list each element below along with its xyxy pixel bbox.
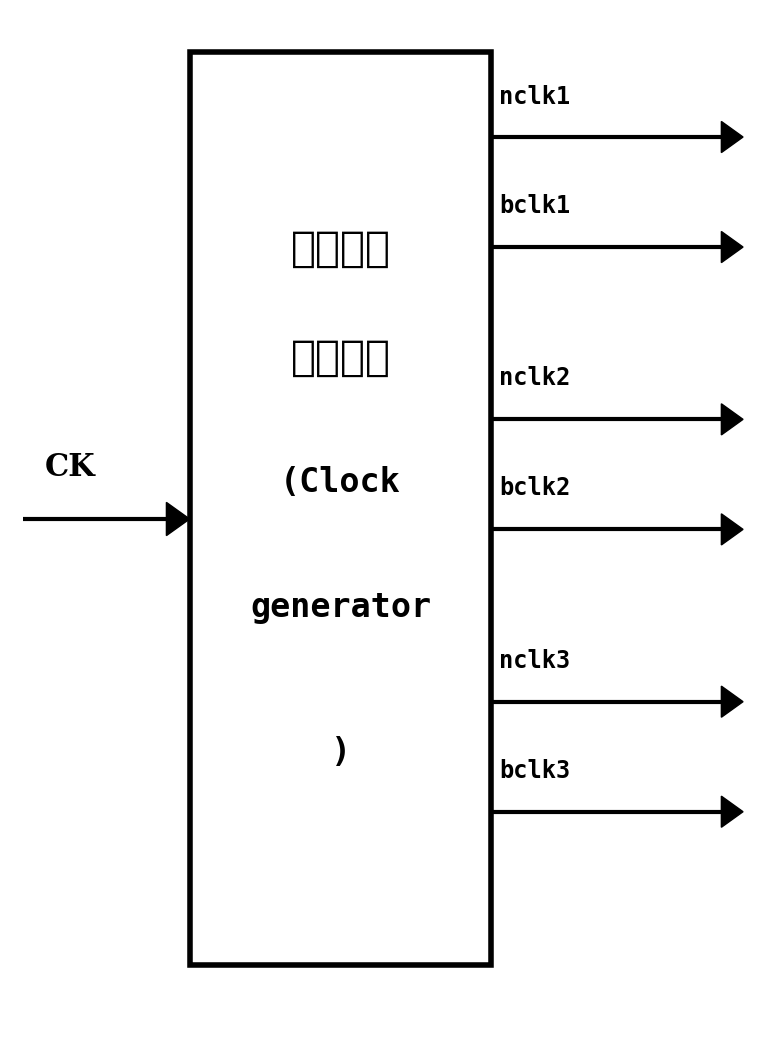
Polygon shape [721, 796, 743, 827]
Text: nclk3: nclk3 [499, 649, 570, 673]
Polygon shape [166, 502, 190, 536]
Text: bclk1: bclk1 [499, 194, 570, 218]
Text: (Clock: (Clock [280, 466, 401, 499]
Text: nclk1: nclk1 [499, 85, 570, 109]
Bar [190, 52, 491, 965]
Text: 产生电路: 产生电路 [290, 337, 391, 379]
Text: ): ) [330, 736, 351, 769]
Polygon shape [721, 121, 743, 153]
Polygon shape [721, 404, 743, 435]
Text: bclk3: bclk3 [499, 759, 570, 783]
Polygon shape [721, 686, 743, 717]
Text: generator: generator [250, 591, 431, 624]
Polygon shape [721, 231, 743, 263]
Polygon shape [721, 514, 743, 545]
Text: nclk2: nclk2 [499, 366, 570, 390]
Text: CK: CK [44, 452, 95, 483]
Text: bclk2: bclk2 [499, 476, 570, 500]
Text: 时钟信号: 时钟信号 [290, 228, 391, 270]
